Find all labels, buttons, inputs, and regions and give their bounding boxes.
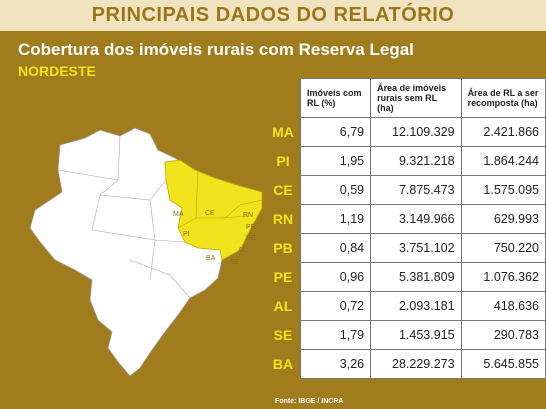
state-map-label: PE [246, 235, 256, 242]
cell: 418.636 [460, 291, 546, 321]
cell: 12.109.329 [370, 117, 462, 147]
state-label: BA [266, 349, 301, 379]
table-row: CE 0,59 7.875.473 1.575.095 [266, 175, 546, 205]
cell: 3.149.966 [370, 204, 462, 234]
cell: 0,84 [299, 233, 372, 263]
cell: 0,72 [299, 291, 372, 321]
northeast-region [164, 159, 263, 261]
column-header: Área de RL a ser recomposta (ha) [460, 78, 546, 118]
cell: 0,96 [299, 262, 372, 292]
corner [266, 78, 301, 118]
state-label: PB [266, 233, 301, 263]
cell: 290.783 [460, 320, 546, 350]
cell: 1,79 [299, 320, 372, 350]
cell: 750.220 [460, 233, 546, 263]
state-map-label: BA [206, 255, 216, 262]
table-row: PE 0,96 5.381.809 1.076.362 [266, 262, 546, 292]
column-header: Imóveis com RL (%) [299, 78, 372, 118]
source: Fonte: IBGE / INCRA [275, 398, 344, 405]
table-row: BA 3,26 28.229.273 5.645.855 [266, 349, 546, 379]
state-map-label: PI [183, 231, 190, 238]
cell: 5.645.855 [460, 349, 546, 379]
state-map-label: AL [238, 247, 247, 254]
cell: 1.076.362 [460, 262, 546, 292]
state-map-label: SE [230, 259, 240, 266]
cell: 2.093.181 [370, 291, 462, 321]
cell: 0,59 [299, 175, 372, 205]
state-label: RN [266, 204, 301, 234]
cell: 1,19 [299, 204, 372, 234]
cell: 1.864.244 [460, 146, 546, 176]
table-row: RN 1,19 3.149.966 629.993 [266, 204, 546, 234]
table-row: PI 1,95 9.321.218 1.864.244 [266, 146, 546, 176]
data-table: Imóveis com RL (%) Área de imóveis rurais… [266, 78, 546, 379]
state-label: CE [266, 175, 301, 205]
state-map-label: RN [243, 212, 253, 219]
table-row: MA 6,79 12.109.329 2.421.866 [266, 117, 546, 147]
cell: 1.575.095 [460, 175, 546, 205]
brazil-map: MA PI CE RN PB PE AL SE BA [29, 127, 263, 377]
cell: 3,26 [299, 349, 372, 379]
column-header: Área de imóveis rurais sem RL (ha) [370, 78, 462, 118]
cell: 28.229.273 [370, 349, 462, 379]
state-map-label: CE [205, 210, 215, 217]
cell: 3.751.102 [370, 233, 462, 263]
region: NORDESTE [18, 63, 96, 79]
cell: 9.321.218 [370, 146, 462, 176]
table-row: SE 1,79 1.453.915 290.783 [266, 320, 546, 350]
cell: 5.381.809 [370, 262, 462, 292]
state-label: MA [266, 117, 301, 147]
cell: 7.875.473 [370, 175, 462, 205]
header-title: PRINCIPAIS DADOS DO RELATÓRIO [0, 0, 546, 31]
cell: 1,95 [299, 146, 372, 176]
cell: 2.421.866 [460, 117, 546, 147]
state-map-label: MA [173, 211, 184, 218]
state-map-label: PB [246, 224, 256, 231]
cell: 6,79 [299, 117, 372, 147]
cell: 629.993 [460, 204, 546, 234]
state-label: PE [266, 262, 301, 292]
state-label: AL [266, 291, 301, 321]
subtitle: Cobertura dos imóveis rurais com Reserva… [18, 40, 414, 59]
table-row: PB 0,84 3.751.102 750.220 [266, 233, 546, 263]
state-label: PI [266, 146, 301, 176]
table-row: AL 0,72 2.093.181 418.636 [266, 291, 546, 321]
state-borders [57, 135, 263, 299]
state-label: SE [266, 320, 301, 350]
cell: 1.453.915 [370, 320, 462, 350]
